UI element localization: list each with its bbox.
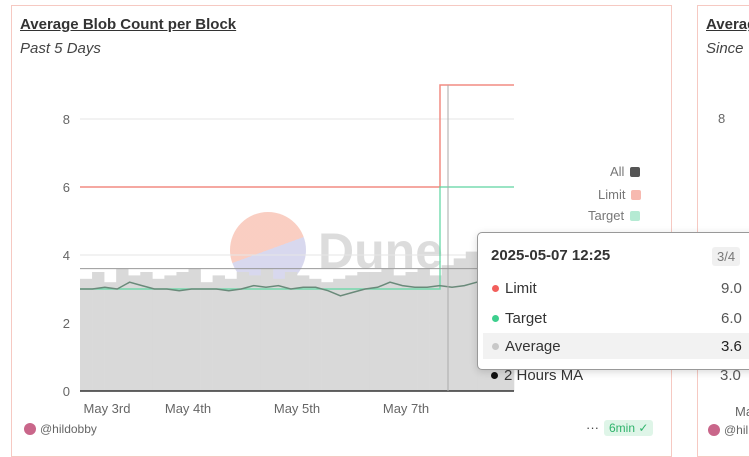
y-tick-label: 8: [63, 112, 70, 127]
average-bar: [369, 272, 382, 391]
row-value: 3.6: [721, 337, 742, 355]
chart-subtitle-2: Since: [706, 40, 744, 57]
chart-title[interactable]: Average Blob Count per Block: [20, 16, 237, 33]
average-bar: [92, 272, 105, 391]
dot-icon: [492, 314, 499, 322]
average-bar: [128, 275, 141, 391]
row-value: 6.0: [721, 309, 742, 327]
refresh-badge[interactable]: 6min ✓: [604, 420, 654, 436]
avatar: [24, 423, 36, 435]
author[interactable]: @hildobby: [24, 422, 97, 436]
ma-line: [80, 274, 515, 297]
tooltip-row-average: Average 3.6: [483, 333, 749, 359]
avatar: [708, 424, 720, 436]
average-bar: [333, 278, 346, 391]
average-bar: [429, 275, 442, 391]
limit-line: [80, 84, 514, 188]
average-bar: [417, 268, 430, 391]
average-bar: [321, 282, 334, 391]
author-name: @hil: [724, 423, 749, 437]
average-bar: [345, 275, 358, 391]
check-circle-icon: ✓: [638, 421, 649, 435]
y-tick-label: 2: [63, 316, 70, 331]
refresh-time: 6min: [609, 421, 636, 435]
average-bar: [309, 278, 322, 391]
tooltip-time: 2025-05-07 12:25: [491, 247, 611, 264]
row-label: 2 Hours MA: [504, 366, 584, 384]
chart-title-2[interactable]: Averag: [706, 16, 749, 33]
average-bar: [188, 268, 201, 391]
average-bar: [80, 278, 93, 391]
row-value: 9.0: [721, 279, 742, 297]
legend-limit[interactable]: Limit: [598, 187, 642, 202]
x-tick-label: May 4th: [165, 401, 211, 416]
legend-swatch: [630, 210, 641, 221]
average-bar: [272, 278, 286, 391]
average-bar: [405, 272, 418, 391]
tooltip-row-limit: Limit 9.0: [483, 275, 749, 301]
average-bar: [140, 272, 153, 391]
chart-subtitle: Past 5 Days: [20, 40, 101, 57]
row-label: Limit: [505, 279, 537, 297]
y-tick-label: 4: [63, 248, 70, 263]
dot-icon: [491, 371, 498, 379]
average-bar: [284, 272, 298, 391]
y-tick-label: 0: [63, 384, 70, 399]
author-name: @hildobby: [40, 422, 97, 436]
average-bar: [152, 278, 165, 391]
y-tick-2: 8: [718, 111, 726, 126]
average-bar: [260, 268, 274, 391]
average-bar: [164, 275, 177, 391]
row-value: 3.0: [720, 366, 741, 384]
tooltip: 2025-05-07 12:25 3/4 Limit 9.0 Target 6.0 …: [477, 232, 749, 370]
average-bar: [297, 275, 310, 391]
dot-icon: [492, 342, 499, 350]
average-bar: [465, 251, 479, 391]
legend-label: Limit: [598, 187, 626, 202]
dot-icon: [492, 284, 499, 292]
average-bar: [236, 272, 250, 391]
average-bar: [381, 268, 394, 391]
target-line: [80, 186, 514, 290]
tooltip-row-ma: 2 Hours MA 3.0: [482, 362, 749, 388]
average-bar: [224, 278, 238, 391]
average-bar: [357, 272, 370, 391]
x-tick-label: May 3rd: [84, 401, 131, 416]
average-bar: [200, 282, 213, 391]
legend-swatch: [631, 189, 642, 200]
average-bar: [393, 275, 406, 391]
legend-swatch: [630, 166, 641, 177]
x-tick-2: Ma: [735, 404, 749, 419]
average-bar: [104, 282, 117, 391]
row-label: Average: [505, 337, 561, 355]
legend-all[interactable]: All: [610, 164, 641, 179]
tooltip-page: 3/4: [712, 247, 741, 266]
average-bar: [453, 258, 467, 391]
y-tick-label: 6: [63, 180, 70, 195]
average-bar: [248, 275, 262, 391]
legend-target[interactable]: Target: [588, 208, 641, 223]
legend-label: All: [610, 164, 625, 179]
tooltip-row-target: Target 6.0: [483, 305, 749, 331]
legend-label: Target: [588, 208, 625, 223]
average-bar: [212, 275, 225, 391]
average-bar: [176, 272, 189, 391]
author-2[interactable]: @hil: [708, 423, 748, 437]
x-tick-label: May 5th: [274, 401, 320, 416]
row-label: Target: [505, 309, 547, 327]
more-options-button[interactable]: ···: [586, 420, 599, 435]
x-tick-label: May 7th: [383, 401, 429, 416]
average-bar: [116, 268, 129, 391]
